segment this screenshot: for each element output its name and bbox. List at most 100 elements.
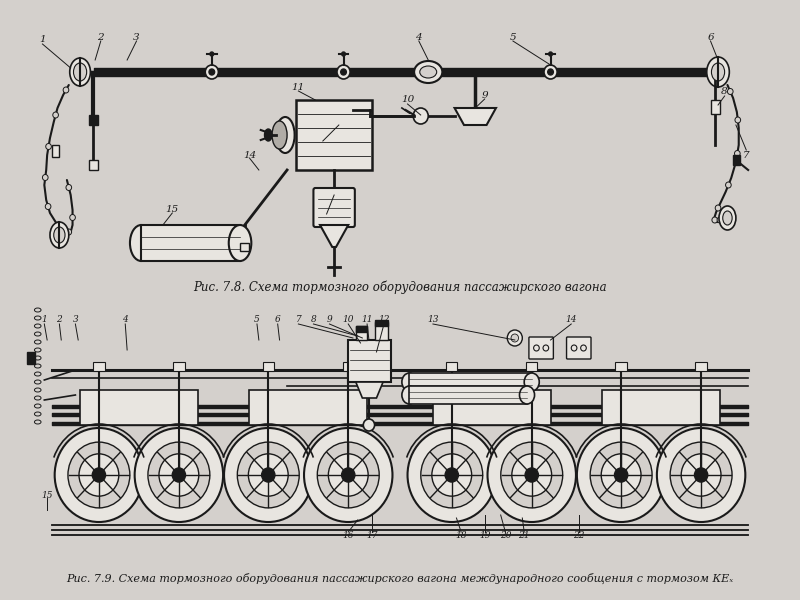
Circle shape: [734, 151, 740, 157]
Circle shape: [511, 334, 518, 342]
Circle shape: [248, 454, 288, 496]
Ellipse shape: [50, 222, 69, 248]
Ellipse shape: [722, 211, 732, 225]
FancyBboxPatch shape: [529, 337, 554, 359]
Circle shape: [262, 468, 275, 482]
Bar: [410, 373, 532, 391]
Text: 6: 6: [275, 316, 281, 325]
Circle shape: [342, 468, 355, 482]
Ellipse shape: [276, 117, 294, 153]
Ellipse shape: [519, 386, 534, 404]
Text: 10: 10: [342, 316, 354, 325]
Circle shape: [238, 442, 299, 508]
Ellipse shape: [402, 373, 417, 391]
Ellipse shape: [265, 129, 272, 141]
Text: 1: 1: [39, 35, 46, 44]
Text: 20: 20: [500, 530, 511, 539]
Bar: [410, 386, 527, 404]
Circle shape: [712, 217, 718, 223]
Circle shape: [209, 69, 214, 75]
Text: 5: 5: [254, 316, 260, 325]
Circle shape: [548, 69, 554, 75]
Polygon shape: [356, 382, 383, 398]
Bar: [710, 100, 720, 114]
Circle shape: [342, 52, 346, 56]
Text: 3: 3: [73, 316, 78, 325]
Bar: [89, 115, 98, 125]
Text: 6: 6: [707, 32, 714, 41]
Text: 4: 4: [415, 32, 422, 41]
Circle shape: [63, 87, 69, 93]
Bar: [240, 243, 250, 251]
Circle shape: [66, 185, 72, 191]
Bar: [602, 390, 720, 425]
Circle shape: [79, 454, 119, 496]
Text: 3: 3: [134, 32, 140, 41]
Circle shape: [507, 330, 522, 346]
Text: 15: 15: [166, 205, 179, 214]
Text: 15: 15: [42, 491, 53, 499]
Ellipse shape: [524, 373, 539, 391]
FancyBboxPatch shape: [348, 340, 390, 382]
Bar: [89, 160, 98, 170]
Circle shape: [432, 454, 472, 496]
Circle shape: [42, 175, 48, 181]
Circle shape: [70, 214, 75, 220]
Circle shape: [577, 428, 666, 522]
Circle shape: [715, 205, 721, 211]
Bar: [615, 362, 626, 371]
Bar: [733, 155, 740, 165]
Text: 17: 17: [366, 530, 378, 539]
Circle shape: [727, 88, 733, 94]
Text: 11: 11: [362, 316, 373, 325]
Circle shape: [717, 217, 722, 223]
Circle shape: [66, 229, 72, 235]
Circle shape: [46, 143, 51, 149]
Text: 14: 14: [243, 151, 256, 160]
Circle shape: [421, 442, 482, 508]
FancyBboxPatch shape: [297, 100, 372, 170]
Circle shape: [407, 428, 496, 522]
Text: 12: 12: [378, 316, 390, 325]
Ellipse shape: [719, 206, 736, 230]
Circle shape: [512, 454, 552, 496]
Circle shape: [501, 442, 562, 508]
Circle shape: [53, 112, 58, 118]
Circle shape: [590, 442, 652, 508]
Circle shape: [657, 428, 746, 522]
Text: 13: 13: [427, 316, 438, 325]
Bar: [342, 362, 354, 371]
Circle shape: [413, 108, 428, 124]
Circle shape: [487, 428, 576, 522]
Circle shape: [694, 468, 708, 482]
Text: 12: 12: [320, 214, 334, 223]
Text: 2: 2: [57, 316, 62, 325]
Ellipse shape: [711, 63, 725, 81]
Text: 8: 8: [310, 316, 316, 325]
Circle shape: [318, 442, 379, 508]
Ellipse shape: [420, 66, 437, 78]
Ellipse shape: [54, 227, 65, 243]
Bar: [174, 362, 185, 371]
Ellipse shape: [130, 225, 153, 261]
Circle shape: [337, 65, 350, 79]
Text: 4: 4: [122, 316, 128, 325]
Circle shape: [206, 65, 218, 79]
Text: 22: 22: [573, 530, 585, 539]
Circle shape: [134, 428, 223, 522]
Text: 16: 16: [342, 530, 354, 539]
Ellipse shape: [229, 225, 251, 261]
Circle shape: [148, 442, 210, 508]
Circle shape: [46, 203, 51, 209]
Bar: [142, 225, 240, 261]
Bar: [262, 362, 274, 371]
Circle shape: [68, 442, 130, 508]
Text: 7: 7: [295, 316, 302, 325]
Circle shape: [525, 468, 538, 482]
Bar: [526, 362, 538, 371]
Text: 9: 9: [482, 91, 488, 100]
Text: Рис. 7.8. Схема тормозного оборудования пассажирского вагона: Рис. 7.8. Схема тормозного оборудования …: [193, 280, 607, 294]
Circle shape: [602, 454, 641, 496]
Bar: [94, 362, 105, 371]
FancyBboxPatch shape: [566, 337, 591, 359]
